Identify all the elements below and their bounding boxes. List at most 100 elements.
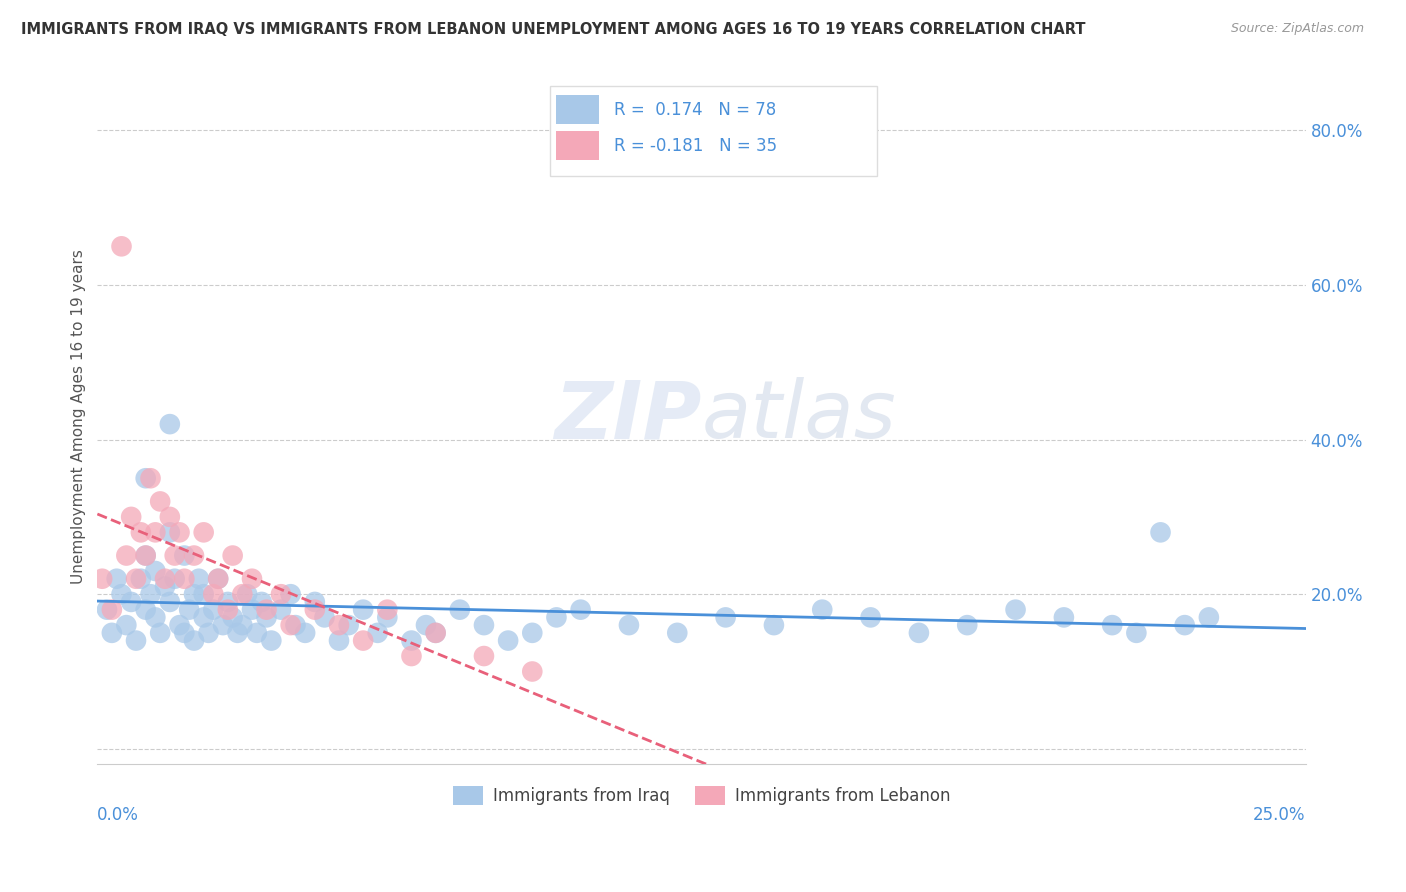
Point <box>221 610 243 624</box>
Point <box>811 602 834 616</box>
Point <box>304 595 326 609</box>
Point <box>246 625 269 640</box>
Point <box>153 572 176 586</box>
Point <box>139 587 162 601</box>
Point <box>240 602 263 616</box>
Point <box>260 633 283 648</box>
Point <box>294 625 316 640</box>
Text: R =  0.174   N = 78: R = 0.174 N = 78 <box>614 101 776 119</box>
Point <box>207 572 229 586</box>
Point <box>120 595 142 609</box>
Point <box>159 417 181 431</box>
Point <box>328 633 350 648</box>
Point <box>1174 618 1197 632</box>
Text: Source: ZipAtlas.com: Source: ZipAtlas.com <box>1230 22 1364 36</box>
Point <box>415 618 437 632</box>
Point <box>153 579 176 593</box>
Polygon shape <box>550 86 876 177</box>
Point <box>859 610 882 624</box>
Point <box>256 602 278 616</box>
Point <box>617 618 640 632</box>
Point <box>169 525 191 540</box>
Point <box>496 633 519 648</box>
Point <box>375 610 398 624</box>
Point <box>149 625 172 640</box>
Point <box>159 595 181 609</box>
Point <box>110 239 132 253</box>
Point <box>256 610 278 624</box>
Point <box>193 525 215 540</box>
Point <box>135 471 157 485</box>
Point <box>1125 625 1147 640</box>
Point <box>1004 602 1026 616</box>
Point <box>197 625 219 640</box>
Point <box>1198 610 1220 624</box>
Point <box>221 549 243 563</box>
Point <box>173 572 195 586</box>
Point <box>163 572 186 586</box>
Point <box>143 564 166 578</box>
Point <box>193 587 215 601</box>
Point <box>352 633 374 648</box>
Point <box>105 572 128 586</box>
Point <box>193 610 215 624</box>
Point <box>212 618 235 632</box>
Point <box>1101 618 1123 632</box>
Point <box>472 648 495 663</box>
Point <box>666 625 689 640</box>
Point <box>143 525 166 540</box>
Point <box>159 509 181 524</box>
Y-axis label: Unemployment Among Ages 16 to 19 years: Unemployment Among Ages 16 to 19 years <box>72 249 86 584</box>
Point <box>352 602 374 616</box>
Text: 0.0%: 0.0% <box>97 806 139 824</box>
Point <box>207 572 229 586</box>
Point <box>173 549 195 563</box>
Point <box>139 471 162 485</box>
Legend: Immigrants from Iraq, Immigrants from Lebanon: Immigrants from Iraq, Immigrants from Le… <box>446 779 957 812</box>
Point <box>270 587 292 601</box>
Point <box>125 633 148 648</box>
Point <box>280 618 302 632</box>
Point <box>762 618 785 632</box>
Point <box>169 618 191 632</box>
Point <box>202 587 225 601</box>
Point <box>226 625 249 640</box>
Point <box>183 587 205 601</box>
Point <box>101 625 124 640</box>
Point <box>173 625 195 640</box>
Point <box>522 625 544 640</box>
Point <box>149 494 172 508</box>
Point <box>187 572 209 586</box>
Point <box>240 572 263 586</box>
Point <box>115 549 138 563</box>
Point <box>270 602 292 616</box>
Point <box>908 625 931 640</box>
Point <box>217 595 239 609</box>
Text: R = -0.181   N = 35: R = -0.181 N = 35 <box>614 136 778 154</box>
Text: ZIP: ZIP <box>554 377 702 456</box>
Point <box>956 618 979 632</box>
Point <box>115 618 138 632</box>
Point <box>375 602 398 616</box>
Point <box>231 587 253 601</box>
Point <box>1053 610 1076 624</box>
Point <box>101 602 124 616</box>
Point <box>91 572 114 586</box>
Point <box>367 625 389 640</box>
Point <box>304 602 326 616</box>
Point <box>217 602 239 616</box>
Point <box>125 572 148 586</box>
Point <box>284 618 307 632</box>
Text: atlas: atlas <box>702 377 896 456</box>
Point <box>425 625 447 640</box>
Point <box>231 618 253 632</box>
Point <box>129 525 152 540</box>
Point <box>401 648 423 663</box>
Point <box>163 549 186 563</box>
Point <box>96 602 118 616</box>
Text: IMMIGRANTS FROM IRAQ VS IMMIGRANTS FROM LEBANON UNEMPLOYMENT AMONG AGES 16 TO 19: IMMIGRANTS FROM IRAQ VS IMMIGRANTS FROM … <box>21 22 1085 37</box>
Text: 25.0%: 25.0% <box>1253 806 1306 824</box>
Point <box>280 587 302 601</box>
Bar <box>557 95 599 124</box>
Point <box>401 633 423 648</box>
